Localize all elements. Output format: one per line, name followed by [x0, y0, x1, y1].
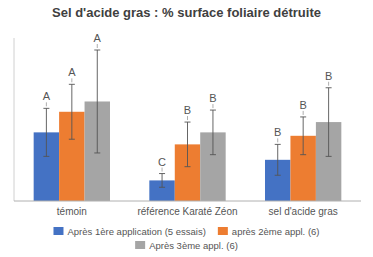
letter-label: A	[94, 32, 102, 44]
legend-label: après 2ème appl. (6)	[232, 226, 320, 237]
error-bar	[43, 108, 49, 156]
letter-connector	[212, 104, 213, 108]
letter-connector	[277, 138, 278, 142]
error-bar	[159, 174, 165, 188]
letter-label: A	[43, 90, 51, 102]
legend-label: Après 3ème appl. (6)	[149, 240, 238, 251]
error-bar-cap	[159, 173, 165, 174]
error-bar	[326, 88, 332, 157]
error-bar-stem	[71, 84, 72, 139]
error-bar-cap	[275, 175, 281, 176]
y-axis-line	[14, 38, 15, 201]
x-tick-label: référence Karaté Zéon	[137, 206, 237, 217]
letter-label: C	[158, 156, 166, 168]
letter-label: B	[184, 104, 191, 116]
chart: Sel d'acide gras : % surface foliaire dé…	[0, 0, 373, 257]
x-tick-label: sel d'acide gras	[269, 206, 338, 217]
error-bar-cap	[326, 87, 332, 88]
legend-swatch	[135, 241, 145, 249]
x-axis-line	[14, 201, 361, 202]
letter-connector	[97, 44, 98, 48]
error-bar	[275, 144, 281, 175]
legend-label: Après 1ère application (5 essais)	[67, 226, 205, 237]
letter-label: A	[68, 66, 76, 78]
letter-label: B	[299, 99, 306, 111]
error-bar-cap	[275, 144, 281, 145]
error-bar	[300, 117, 306, 155]
error-bar-cap	[210, 110, 216, 111]
error-bar-stem	[97, 50, 98, 153]
error-bar-cap	[94, 152, 100, 153]
error-bar-cap	[210, 154, 216, 155]
letter-connector	[328, 82, 329, 86]
error-bar-cap	[69, 139, 75, 140]
error-bar-stem	[162, 174, 163, 188]
error-bar-cap	[185, 166, 191, 167]
error-bar-cap	[326, 156, 332, 157]
error-bar	[69, 84, 75, 139]
legend: Après 1ère application (5 essais) après 2…	[53, 226, 319, 251]
error-bar-cap	[300, 154, 306, 155]
error-bar-cap	[69, 84, 75, 85]
error-bar-stem	[46, 108, 47, 156]
error-bar-cap	[185, 122, 191, 123]
letter-connector	[162, 168, 163, 172]
error-bar-stem	[187, 122, 188, 167]
x-tick-label: témoin	[57, 206, 87, 217]
letter-connector	[187, 116, 188, 120]
title: Sel d'acide gras : % surface foliaire dé…	[52, 5, 321, 20]
legend-swatch	[218, 227, 228, 235]
letter-label: B	[209, 92, 216, 104]
legend-swatch	[53, 227, 63, 235]
error-bar-cap	[43, 156, 49, 157]
error-bar	[94, 50, 100, 153]
letter-label: B	[325, 70, 332, 82]
plot-area	[34, 50, 342, 201]
letter-label: B	[274, 126, 281, 138]
letter-connector	[303, 111, 304, 115]
error-bar-stem	[303, 117, 304, 155]
error-bar	[185, 122, 191, 167]
error-bar-cap	[300, 116, 306, 117]
error-bar	[210, 110, 216, 155]
error-bar-stem	[212, 110, 213, 155]
error-bar-stem	[328, 88, 329, 157]
error-bar-stem	[277, 144, 278, 175]
letter-connector	[46, 102, 47, 106]
letter-annotations: A C B A B B A B B	[43, 32, 333, 172]
error-bar-cap	[43, 108, 49, 109]
error-bar-cap	[159, 187, 165, 188]
error-bar-cap	[94, 50, 100, 51]
letter-connector	[71, 78, 72, 82]
